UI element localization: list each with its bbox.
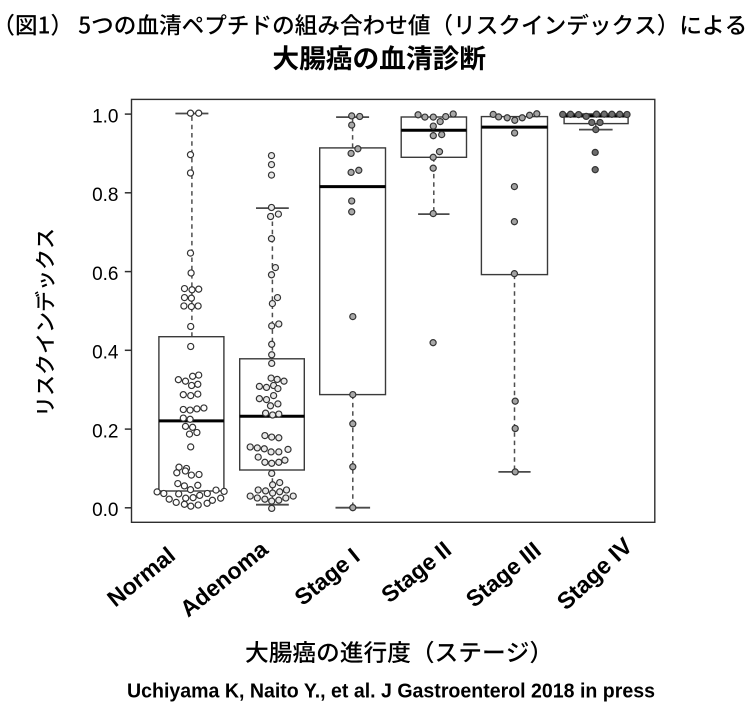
svg-text:0.4: 0.4 xyxy=(92,343,119,364)
svg-text:0.6: 0.6 xyxy=(92,264,118,285)
svg-text:Uchiyama K, Naito Y., et al. J: Uchiyama K, Naito Y., et al. J Gastroent… xyxy=(127,681,655,703)
svg-text:0.0: 0.0 xyxy=(92,500,118,521)
svg-text:1.0: 1.0 xyxy=(92,106,118,127)
svg-text:0.8: 0.8 xyxy=(92,185,118,206)
svg-text:0.2: 0.2 xyxy=(92,421,118,442)
